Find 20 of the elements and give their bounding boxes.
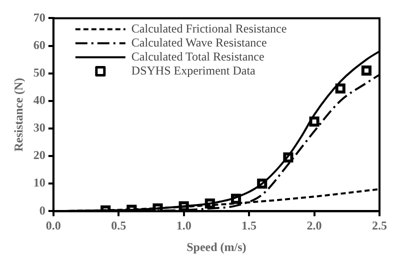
y-tick-label: 30	[33, 120, 46, 135]
y-tick-label: 50	[33, 65, 46, 80]
x-tick-label: 0.5	[111, 218, 126, 232]
legend-label: DSYHS Experiment Data	[131, 63, 256, 78]
x-tick-label: 0.0	[46, 218, 61, 232]
y-axis-title: Resistance (N)	[11, 78, 26, 152]
legend-label: Calculated Frictional Resistance	[131, 21, 287, 36]
y-tick-label: 60	[33, 38, 46, 52]
x-tick-label: 1.0	[176, 218, 192, 232]
x-tick-label: 2.0	[306, 218, 322, 232]
legend-label: Calculated Wave Resistance	[131, 35, 267, 50]
y-tick-label: 40	[33, 93, 46, 108]
y-tick-label: 70	[33, 10, 46, 24]
y-tick-label: 20	[33, 148, 46, 162]
x-tick-label: 2.5	[372, 218, 387, 232]
x-tick-label: 1.5	[242, 218, 257, 232]
y-tick-label: 0	[39, 203, 46, 218]
legend-label: Calculated Total Resistance	[131, 49, 264, 64]
x-axis-title: Speed (m/s)	[186, 240, 246, 254]
y-tick-label: 10	[33, 176, 46, 190]
